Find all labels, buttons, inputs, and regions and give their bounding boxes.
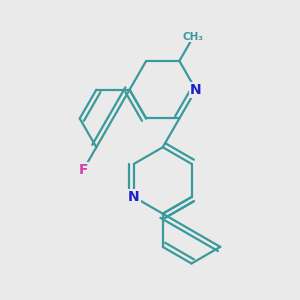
Text: N: N <box>128 190 140 204</box>
Text: CH₃: CH₃ <box>183 32 204 41</box>
Text: F: F <box>78 163 88 177</box>
Text: N: N <box>190 83 202 97</box>
